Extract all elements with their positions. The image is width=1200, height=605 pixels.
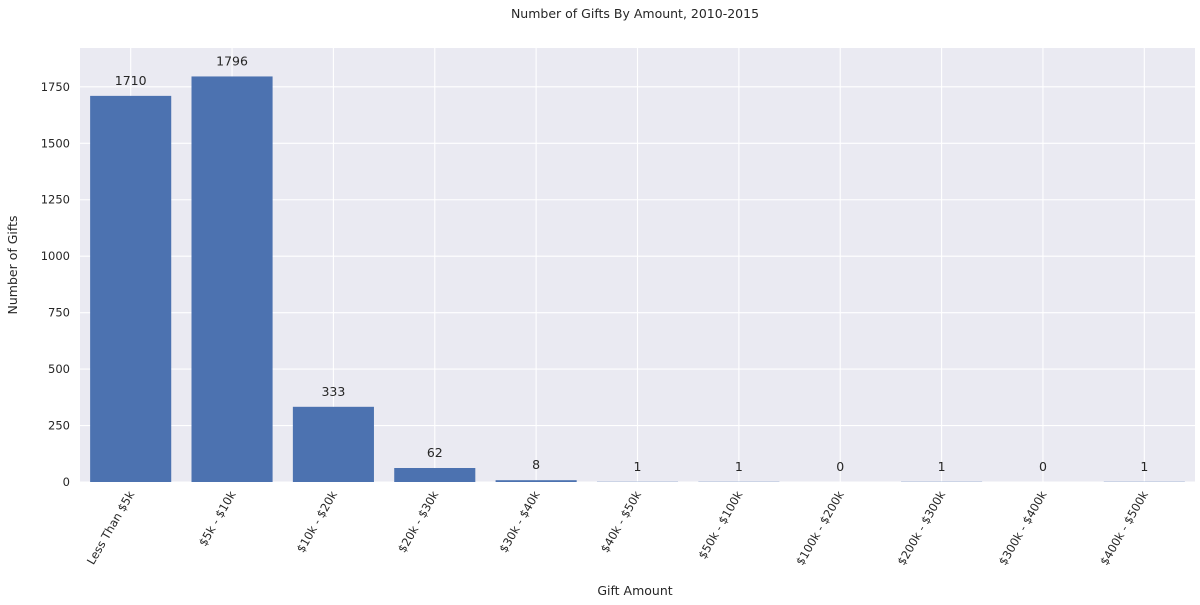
x-axis-label: Gift Amount [597,583,672,598]
bar [495,480,577,482]
bar-value-label: 333 [321,384,345,399]
x-tick-label: $40k - $50k [598,488,645,555]
x-tick-label: $100k - $200k [793,488,847,567]
bar-value-label: 1 [634,459,642,474]
y-tick-label: 0 [63,475,70,489]
bar-value-label: 8 [532,457,540,472]
bar-value-label: 1 [1140,459,1148,474]
x-tick-label: $200k - $300k [894,488,948,567]
bar-value-label: 0 [836,459,844,474]
x-tick-label: $20k - $30k [395,488,442,555]
bar-value-label: 1710 [115,73,147,88]
x-tick-label: Less Than $5k [84,488,138,567]
bar-value-label: 62 [427,445,443,460]
bar [191,76,273,483]
chart-title: Number of Gifts By Amount, 2010-2015 [511,6,759,21]
bar [394,468,476,482]
bars [90,76,1185,483]
bar-value-label: 1 [938,459,946,474]
y-tick-label: 1500 [41,136,70,150]
bar-value-label: 1796 [216,53,248,68]
x-tick-label: $10k - $20k [294,488,341,555]
bar [90,95,172,482]
y-tick-label: 1000 [41,249,70,263]
bar [292,406,374,482]
y-axis-ticks: 0 250 500 750 1000 1250 1500 1750 [41,80,70,489]
y-tick-label: 500 [48,362,70,376]
y-tick-label: 250 [48,419,70,433]
y-axis-label: Number of Gifts [5,216,20,315]
bar-value-label: 0 [1039,459,1047,474]
y-tick-label: 1250 [41,193,70,207]
y-tick-label: 1750 [41,80,70,94]
x-tick-label: $5k - $10k [196,488,239,548]
x-tick-label: $300k - $400k [996,488,1050,567]
y-tick-label: 750 [48,306,70,320]
bar-value-labels: 1710 1796 333 62 8 1 1 0 1 0 1 [115,53,1149,474]
bar-value-label: 1 [735,459,743,474]
x-axis-ticks: Less Than $5k $5k - $10k $10k - $20k $20k -… [84,488,1151,567]
x-tick-label: $30k - $40k [496,488,543,555]
x-tick-label: $400k - $500k [1097,488,1151,567]
x-tick-label: $50k - $100k [695,488,745,561]
